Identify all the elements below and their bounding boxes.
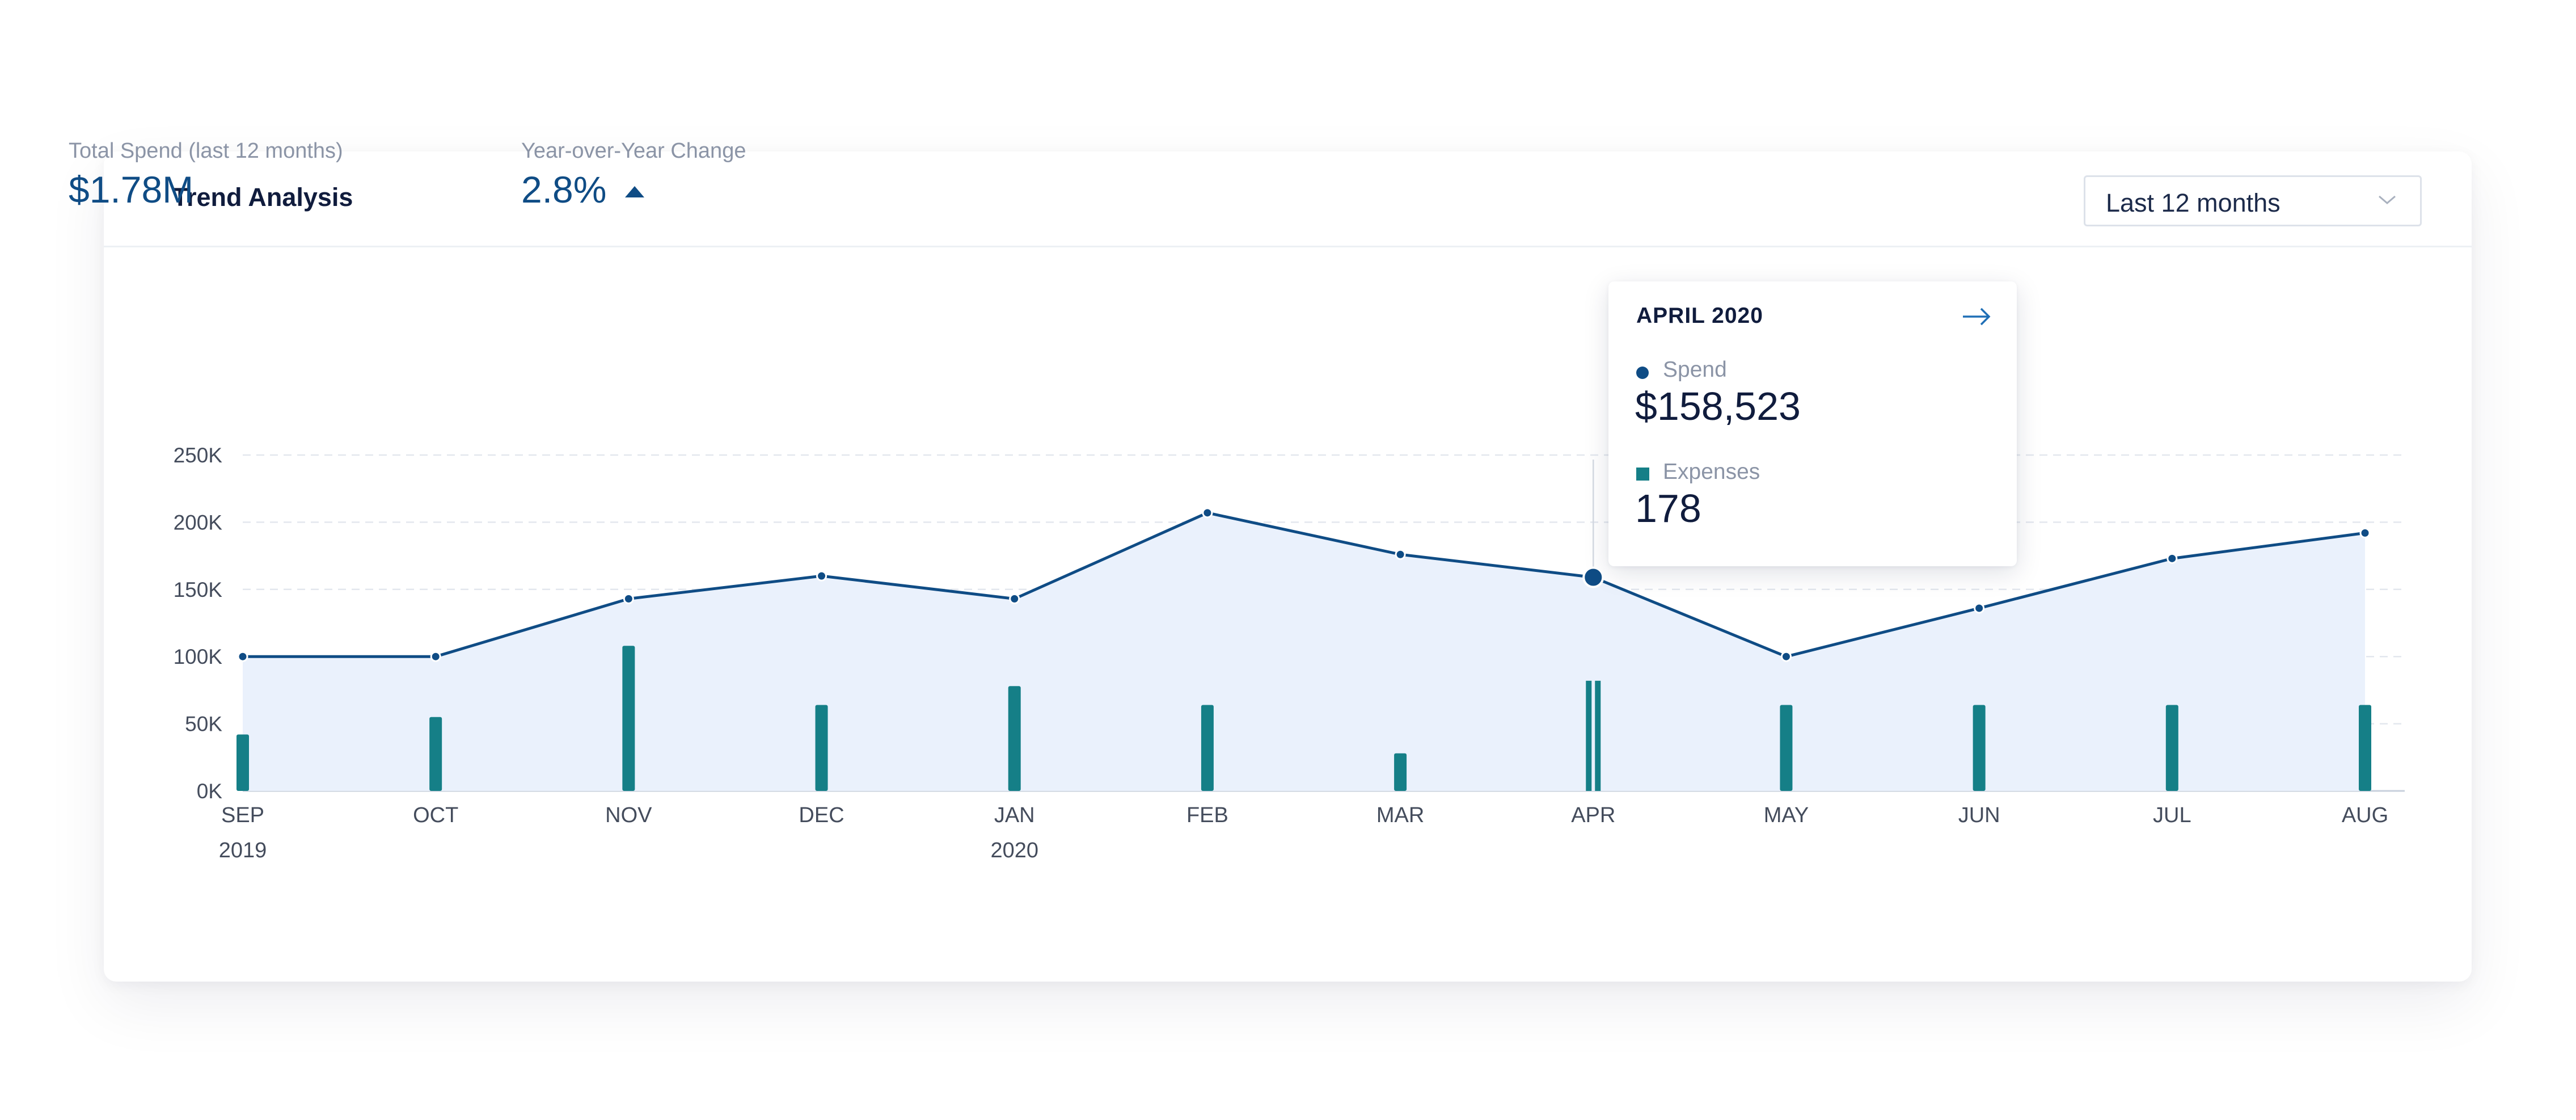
expense-bar [815,705,828,791]
x-year-label: 2020 [990,839,1038,862]
area-layer [243,512,2365,791]
y-tick-label: 200K [174,511,223,534]
spend-line [243,511,2366,658]
expense-bar [622,646,635,791]
expense-bar [1973,705,1986,791]
spend-area [243,512,2365,791]
tooltip-expenses-value: 178 [1635,486,1701,530]
expense-bar [237,734,249,791]
x-tick-label: NOV [605,803,652,827]
yoy-change-value: 2.8% [521,169,607,210]
y-tick-label: 50K [185,713,222,736]
tooltip-expenses-label: Expenses [1663,460,1760,484]
expenses-legend-square [1636,468,1649,481]
bar-layer [237,646,2371,791]
x-tick-label: JUL [2153,803,2191,827]
date-range-value: Last 12 months [2106,188,2281,217]
y-tick-label: 100K [174,645,223,668]
spend-point [1009,593,1020,604]
expense-bar [1008,686,1021,791]
spend-point [623,593,634,604]
chevron-down-icon [2379,195,2396,204]
x-tick-label: SEP [221,803,264,827]
spend-point [1974,603,1985,614]
x-tick-label: AUG [2342,803,2388,827]
spend-point [1780,651,1792,662]
expense-bar [1780,705,1793,791]
x-tick-label: MAR [1376,803,1424,827]
arrow-right-icon[interactable] [1961,306,1992,327]
expense-bar [1394,753,1407,791]
expense-bar [429,717,442,791]
x-tick-label: OCT [413,803,458,827]
expense-bar [1201,705,1214,791]
triangle-up-icon [625,186,644,197]
x-year-label: 2019 [219,839,267,862]
y-tick-label: 250K [174,444,223,467]
tooltip-spend-value: $158,523 [1635,384,1801,428]
x-tick-label: MAY [1764,803,1809,827]
date-range-select[interactable]: Last 12 months [2084,175,2422,226]
spend-point [1202,507,1213,519]
expense-bar [1586,680,1592,791]
y-tick-label: 0K [197,780,223,803]
spend-point [1395,549,1406,560]
expense-bar [1595,680,1601,791]
line-layer [243,511,2366,658]
total-spend-value: $1.78M [69,169,194,210]
spend-point [430,651,441,662]
x-tick-label: JAN [994,803,1035,827]
card-title: Trend Analysis [172,183,353,212]
spend-legend-dot [1636,367,1649,379]
tooltip-title: APRIL 2020 [1636,304,1763,328]
label-layer: 0K 50K 100K 150K 200K 250K SEP 2019 OCT NOV DEC JAN… [174,444,2389,862]
expense-bar [2359,705,2371,791]
hover-tooltip: APRIL 2020 Spend $158,523 Expenses 178 [1608,281,2017,566]
x-tick-label: APR [1571,803,1615,827]
y-tick-label: 150K [174,578,223,601]
card-header: Trend Analysis Last 12 months [104,151,2472,247]
spend-point [2167,553,2178,564]
tooltip-spend-label: Spend [1663,357,1727,382]
spend-point [2359,527,2371,538]
spend-point [816,570,827,582]
expense-bar [2165,705,2178,791]
yoy-change-label: Year-over-Year Change [521,139,746,163]
spend-point [237,651,248,662]
spend-point-highlighted [1582,566,1604,588]
x-tick-label: FEB [1186,803,1228,827]
total-spend-label: Total Spend (last 12 months) [69,139,343,163]
point-layer [237,507,2371,662]
x-tick-label: JUN [1958,803,2000,827]
x-tick-label: DEC [799,803,844,827]
